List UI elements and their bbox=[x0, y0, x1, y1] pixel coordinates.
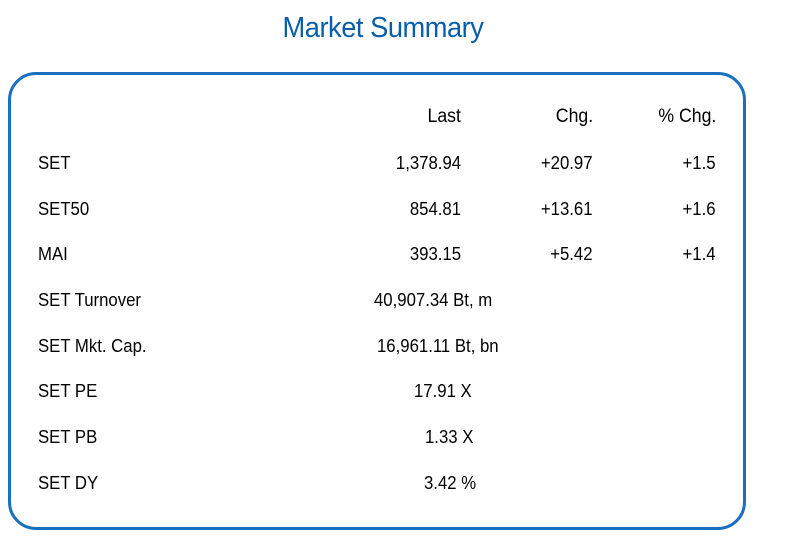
header-last: Last bbox=[427, 106, 461, 127]
row-value-set-mkt-cap: 16,961.11 Bt, bn bbox=[377, 336, 499, 356]
row-last-set50: 854.81 bbox=[409, 199, 461, 219]
header-chg: Chg. bbox=[555, 106, 593, 127]
row-value-set-pb: 1.33 X bbox=[425, 427, 474, 447]
row-label-set-pe: SET PE bbox=[38, 381, 98, 401]
row-pct-set50: +1.6 bbox=[682, 199, 716, 219]
row-label-set-pb: SET PB bbox=[38, 427, 98, 447]
row-last-set: 1,378.94 bbox=[395, 153, 461, 173]
row-label-mai: MAI bbox=[38, 244, 68, 264]
row-value-set-pe: 17.91 X bbox=[414, 381, 472, 401]
row-value-set-dy: 3.42 % bbox=[424, 473, 477, 493]
row-chg-set: +20.97 bbox=[541, 153, 593, 173]
row-label-set-dy: SET DY bbox=[38, 473, 99, 493]
row-last-mai: 393.15 bbox=[409, 244, 461, 264]
market-summary-panel bbox=[8, 72, 746, 530]
row-chg-set50: +13.61 bbox=[541, 199, 593, 219]
page-title: Market Summary bbox=[282, 12, 484, 44]
row-label-set50: SET50 bbox=[38, 199, 90, 219]
row-pct-mai: +1.4 bbox=[682, 244, 716, 264]
row-value-set-turnover: 40,907.34 Bt, m bbox=[374, 290, 493, 310]
row-chg-mai: +5.42 bbox=[550, 244, 593, 264]
row-label-set: SET bbox=[38, 153, 71, 173]
row-label-set-turnover: SET Turnover bbox=[38, 290, 141, 310]
header-pct-chg: % Chg. bbox=[658, 106, 716, 127]
row-pct-set: +1.5 bbox=[682, 153, 716, 173]
row-label-set-mkt-cap: SET Mkt. Cap. bbox=[38, 336, 147, 356]
